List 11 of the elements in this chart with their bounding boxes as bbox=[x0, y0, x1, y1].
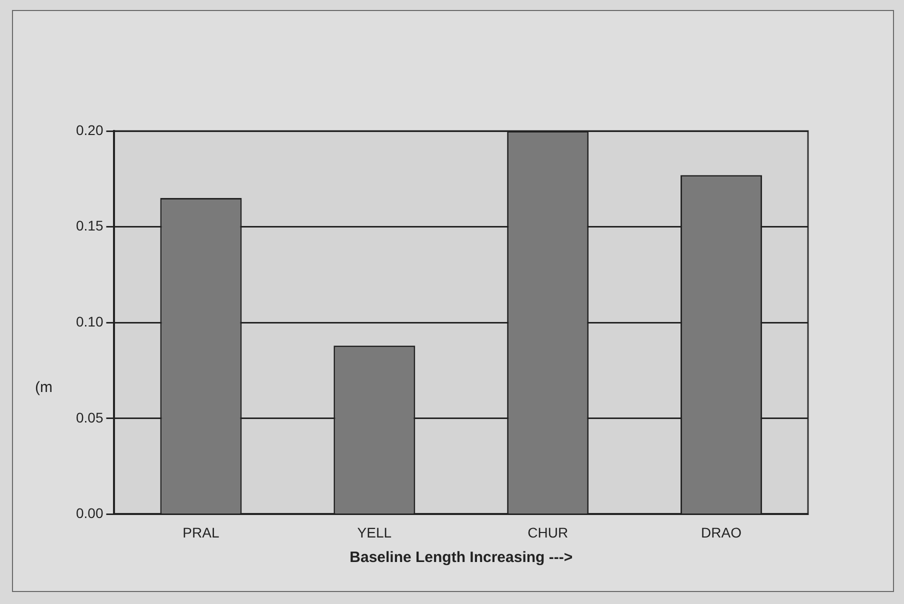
x-axis-title: Baseline Length Increasing ---> bbox=[350, 549, 573, 566]
y-tick-label: 0.05 bbox=[76, 409, 104, 426]
y-tick-label: 0.20 bbox=[76, 122, 104, 138]
y-axis-title: (m bbox=[35, 378, 52, 396]
x-tick-label: DRAO bbox=[701, 524, 742, 540]
y-tick-label: 0.10 bbox=[76, 313, 104, 330]
x-tick-label: CHUR bbox=[528, 524, 568, 540]
x-tick-label: PRAL bbox=[182, 524, 220, 540]
y-tick-label: 0.00 bbox=[76, 505, 104, 522]
y-tick-label: 0.15 bbox=[76, 218, 104, 234]
x-tick-label: YELL bbox=[357, 524, 392, 540]
